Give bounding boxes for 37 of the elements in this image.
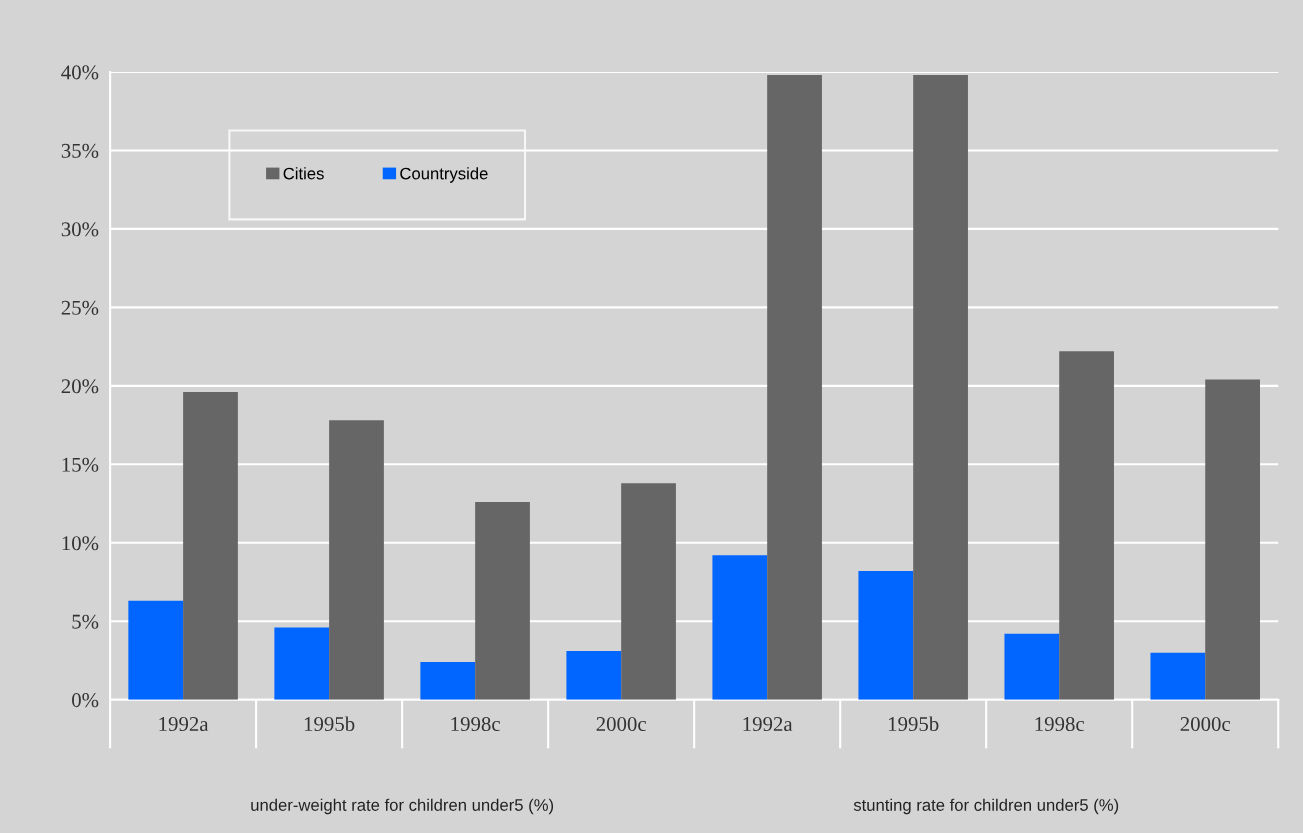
x-tick-label: 1995b	[888, 716, 939, 732]
bar	[329, 420, 384, 700]
bar	[420, 662, 476, 700]
bar	[858, 571, 914, 700]
y-tick-label: 20%	[61, 379, 99, 394]
legend-label: Cities	[283, 167, 324, 180]
y-tick-label: 5%	[72, 614, 99, 629]
y-tick-label: 15%	[62, 457, 99, 472]
y-tick-label: 10%	[62, 536, 99, 551]
y-tick-label: 25%	[61, 300, 99, 315]
bar	[274, 627, 330, 700]
y-tick-label: 30%	[61, 222, 99, 237]
x-tick-label: 2000c	[596, 716, 646, 732]
bar	[183, 392, 238, 700]
legend-label: Countryside	[400, 167, 488, 183]
bar	[566, 651, 622, 700]
y-tick-label: 35%	[61, 143, 99, 158]
bar	[475, 501, 530, 700]
x-tick-label: 1998c	[1035, 716, 1085, 732]
bar	[913, 75, 968, 700]
x-tick-label: 2000c	[1180, 716, 1231, 732]
y-tick-label: 0%	[72, 693, 99, 708]
bar	[1205, 379, 1260, 700]
x-tick-label: 1998c	[451, 716, 500, 732]
bar	[1059, 351, 1114, 700]
y-tick-label: 40%	[61, 65, 99, 80]
text: stunting rate for children under5 (%)	[853, 798, 1119, 815]
bar	[621, 483, 676, 700]
bar	[767, 75, 822, 700]
text: under-weight rate for children under5 (%)	[251, 798, 554, 815]
bar	[128, 600, 184, 700]
x-tick-label: 1992a	[743, 717, 793, 732]
bar	[1150, 652, 1206, 700]
bar	[1004, 633, 1060, 700]
x-tick-label: 1995b	[304, 716, 355, 732]
x-tick-label: 1992a	[159, 717, 209, 732]
bar	[712, 555, 768, 700]
